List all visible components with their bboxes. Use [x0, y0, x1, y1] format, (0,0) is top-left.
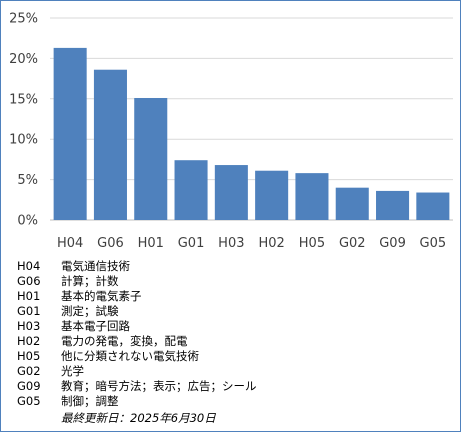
y-tick-label: 20%	[9, 52, 38, 67]
y-tick-label: 15%	[9, 92, 38, 107]
x-tick-label-h03: H03	[218, 236, 244, 251]
y-tick-label: 5%	[17, 173, 38, 188]
x-tick-label-h02: H02	[258, 236, 284, 251]
legend-description: 制御；調整	[61, 394, 119, 408]
legend-code: G05	[17, 394, 41, 408]
legend-row-h04: H04 電気通信技術	[17, 259, 447, 274]
legend-row-h02: H02 電力の発電，変換，配電	[17, 334, 447, 349]
legend-code: H02	[17, 334, 41, 348]
y-tick-label: 25%	[9, 12, 38, 27]
legend-code: G09	[17, 379, 41, 393]
x-tick-label-g05: G05	[420, 236, 447, 251]
legend-code: H04	[17, 259, 41, 273]
y-axis-ticks: 0% 5% 10% 15% 20% 25%	[9, 12, 38, 229]
bar-g01	[174, 160, 208, 220]
legend-code: H01	[17, 289, 41, 303]
legend-description: 電気通信技術	[61, 259, 130, 273]
bars	[53, 47, 450, 221]
x-tick-label-h04: H04	[57, 236, 83, 251]
legend-code: G06	[17, 274, 41, 288]
legend-row-h05: H05 他に分類されない電気技術	[17, 349, 447, 364]
legend-row-h03: H03 基本電子回路	[17, 319, 447, 334]
bar-h03	[214, 165, 248, 220]
legend-row-g09: G09 教育；暗号方法；表示；広告；シール	[17, 379, 447, 394]
bar-g05	[416, 192, 450, 220]
legend-description: 他に分類されない電気技術	[61, 349, 199, 363]
bar-h05	[295, 173, 329, 220]
category-legend: H04 電気通信技術 G06 計算；計数 H01 基本的電気素子 G01 測定；試験 H03 基本…	[17, 259, 447, 409]
bar-g02	[335, 187, 369, 220]
x-tick-label-h05: H05	[299, 236, 325, 251]
legend-description: 計算；計数	[61, 274, 119, 288]
legend-row-g01: G01 測定；試験	[17, 304, 447, 319]
x-tick-label-g02: G02	[339, 236, 366, 251]
legend-code: H05	[17, 349, 41, 363]
legend-description: 測定；試験	[61, 304, 119, 318]
legend-row-g05: G05 制御；調整	[17, 394, 447, 409]
bar-g06	[93, 69, 127, 220]
y-tick-label: 0%	[17, 214, 38, 229]
bar-chart: 0% 5% 10% 15% 20% 25% H04 G06 H01 G01 H03 H02 H05 G0…	[9, 12, 453, 251]
legend-code: G02	[17, 364, 41, 378]
last-updated-note: 最終更新日：2025年6月30日	[61, 411, 216, 425]
x-tick-label-g06: G06	[97, 236, 124, 251]
x-tick-label-g09: G09	[379, 236, 406, 251]
bar-h02	[255, 170, 289, 220]
x-axis-ticks: H04 G06 H01 G01 H03 H02 H05 G02 G09 G05	[57, 236, 446, 251]
legend-description: 教育；暗号方法；表示；広告；シール	[61, 379, 257, 393]
legend-row-h01: H01 基本的電気素子	[17, 289, 447, 304]
legend-description: 基本的電気素子	[61, 289, 142, 303]
bar-g09	[376, 190, 410, 220]
bar-h04	[53, 47, 87, 221]
legend-code: H03	[17, 319, 41, 333]
bar-h01	[134, 97, 168, 220]
legend-description: 電力の発電，変換，配電	[61, 334, 188, 348]
legend-code: G01	[17, 304, 41, 318]
legend-row-g02: G02 光学	[17, 364, 447, 379]
legend-description: 基本電子回路	[61, 319, 130, 333]
legend-description: 光学	[61, 364, 84, 378]
legend-row-g06: G06 計算；計数	[17, 274, 447, 289]
x-tick-label-h01: H01	[138, 236, 164, 251]
y-tick-label: 10%	[9, 133, 38, 148]
x-tick-label-g01: G01	[178, 236, 205, 251]
